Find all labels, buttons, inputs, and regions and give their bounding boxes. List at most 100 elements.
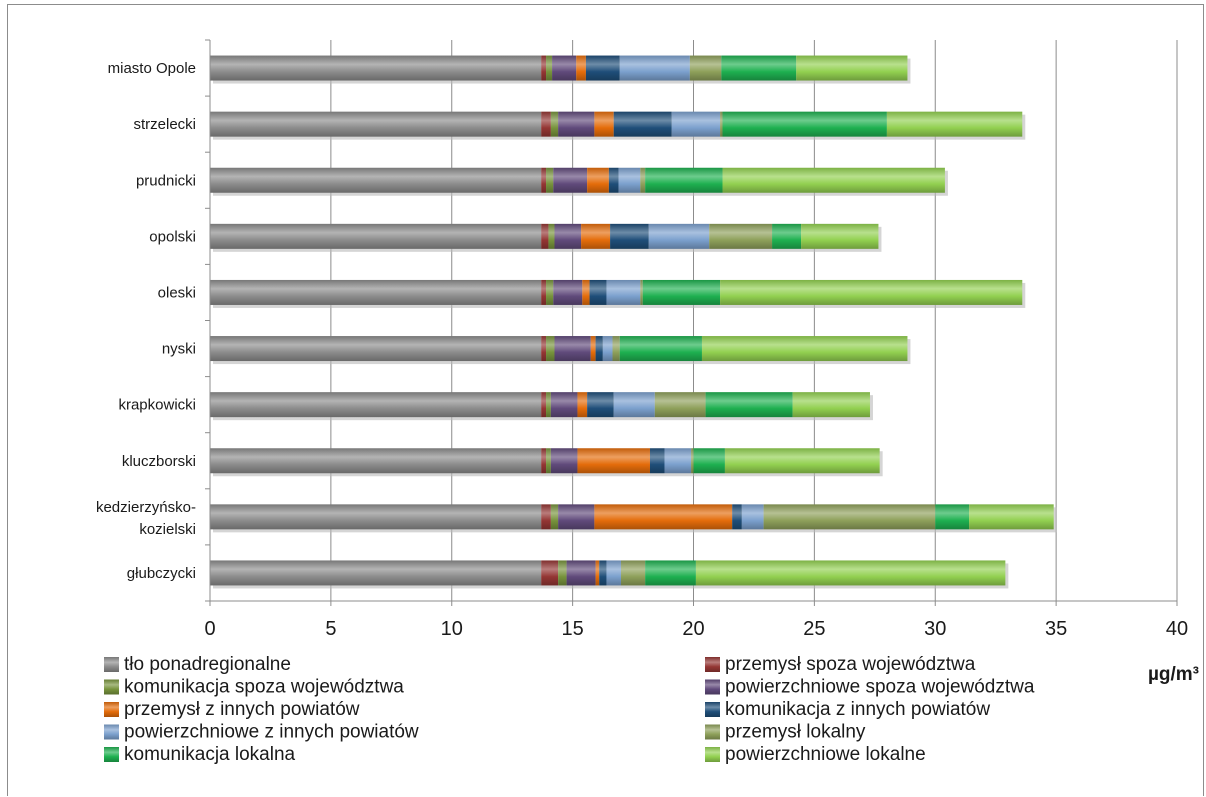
bar-segment xyxy=(664,448,692,474)
bar-segment xyxy=(619,336,702,362)
bar-segment xyxy=(763,504,936,530)
bar-segment xyxy=(645,560,696,586)
bar-segment xyxy=(642,279,721,305)
bar-segment xyxy=(649,448,665,474)
category-label: krapkowicki xyxy=(118,397,196,414)
bar-segment xyxy=(210,279,542,305)
bar-segment xyxy=(541,223,549,249)
bar-segment xyxy=(210,111,542,137)
bar-segment xyxy=(210,448,542,474)
bar-segment xyxy=(550,111,559,137)
bar-segment xyxy=(640,167,646,193)
bar-segment xyxy=(546,392,551,418)
legend-label: tło ponadregionalne xyxy=(124,654,291,675)
bar-segment xyxy=(724,448,880,474)
bar-segment xyxy=(541,448,547,474)
category-label: kedzierzyńsko-kozielski xyxy=(96,499,196,538)
x-tick-label: 10 xyxy=(441,618,463,640)
bar-segment xyxy=(541,279,547,305)
bar-segment xyxy=(541,167,547,193)
unit-label: µg/m³ xyxy=(1148,664,1199,685)
bar-segment xyxy=(691,448,694,474)
bar-segment xyxy=(541,111,551,137)
category-label: głubczycki xyxy=(127,565,196,582)
bar-segment xyxy=(553,167,588,193)
bar-segment xyxy=(210,504,542,530)
bar-segment xyxy=(577,448,650,474)
bar-segment xyxy=(720,111,723,137)
bar-segment xyxy=(587,392,614,418)
bar-segment xyxy=(581,223,611,249)
bar-segment xyxy=(590,336,596,362)
bar-segment xyxy=(587,167,609,193)
bar-segment xyxy=(558,111,595,137)
bar-segment xyxy=(709,223,773,249)
x-tick-label: 0 xyxy=(204,618,215,640)
bar-segment xyxy=(610,223,649,249)
bar-segment xyxy=(612,336,620,362)
bar-segment xyxy=(935,504,970,530)
chart-frame: 0 5 10 15 20 25 30 35 40 miasto Opole strzelecki pr… xyxy=(7,4,1204,796)
x-tick-label: 25 xyxy=(803,618,825,640)
bar-segment xyxy=(640,279,643,305)
bar-segment xyxy=(210,392,542,418)
bar-segment xyxy=(594,504,733,530)
category-label: prudnicki xyxy=(136,172,196,189)
bar-segment xyxy=(595,560,600,586)
bar-segment xyxy=(720,279,1023,305)
bar-segment xyxy=(210,167,542,193)
bar-segment xyxy=(701,336,908,362)
legend-swatch xyxy=(705,702,720,717)
bar-segment xyxy=(606,560,621,586)
bars-layer xyxy=(210,55,1057,589)
bar-segment xyxy=(585,55,620,81)
bar-segment xyxy=(620,560,646,586)
bar-segment xyxy=(618,167,641,193)
bar-segment xyxy=(546,167,554,193)
bar-segment xyxy=(546,279,554,305)
bar-segment xyxy=(541,336,547,362)
bar-segment xyxy=(721,55,797,81)
bar-segment xyxy=(606,279,641,305)
bar-segment xyxy=(722,167,945,193)
legend-label: powierzchniowe z innych powiatów xyxy=(124,722,419,743)
legend-layer: tło ponadregionalne przemysł spoza wojewó… xyxy=(104,654,1035,765)
bar-segment xyxy=(705,392,793,418)
x-tick-label: 15 xyxy=(562,618,584,640)
category-label: nyski xyxy=(162,341,196,358)
legend-label: przemysł spoza województwa xyxy=(725,654,976,675)
category-label: opolski xyxy=(149,228,196,245)
bar-segment xyxy=(671,111,721,137)
bar-segment xyxy=(541,392,547,418)
bar-segment xyxy=(577,392,588,418)
bar-segment xyxy=(613,392,655,418)
bar-segment xyxy=(541,55,547,81)
bar-segment xyxy=(613,111,672,137)
bar-segment xyxy=(608,167,619,193)
bar-segment xyxy=(594,111,614,137)
bar-segment xyxy=(576,55,586,81)
bar-segment xyxy=(801,223,879,249)
bar-segment xyxy=(546,55,553,81)
bar-segment xyxy=(554,336,591,362)
bar-segment xyxy=(695,560,1006,586)
legend-label: komunikacja spoza województwa xyxy=(124,677,404,698)
legend-label: przemysł z innych powiatów xyxy=(124,699,360,720)
bar-segment xyxy=(796,55,908,81)
bar-segment xyxy=(648,223,710,249)
bar-segment xyxy=(550,448,578,474)
bar-segment xyxy=(619,55,690,81)
bar-segment xyxy=(595,336,603,362)
bar-segment xyxy=(546,448,551,474)
bar-segment xyxy=(550,392,578,418)
bar-segment xyxy=(553,279,583,305)
bar-segment xyxy=(792,392,870,418)
chart-svg: 0 5 10 15 20 25 30 35 40 miasto Opole strzelecki pr… xyxy=(96,39,1199,765)
legend-swatch xyxy=(705,657,720,672)
bar-segment xyxy=(886,111,1023,137)
legend-label: przemysł lokalny xyxy=(725,722,866,743)
legend-swatch xyxy=(104,702,119,717)
bar-segment xyxy=(722,111,887,137)
bar-segment xyxy=(558,560,567,586)
legend-swatch xyxy=(705,747,720,762)
